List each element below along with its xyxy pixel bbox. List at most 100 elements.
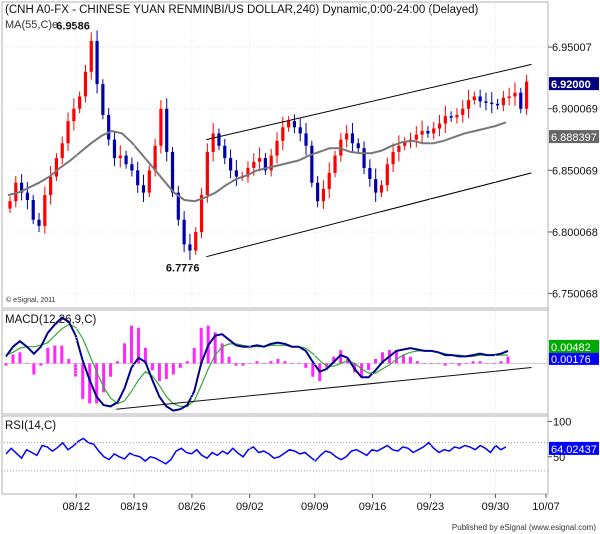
macd-lines [5,316,532,412]
candle-up [257,158,262,162]
candle-up [437,123,442,129]
macd-histogram-bar [248,363,252,364]
candle-up [43,195,47,226]
candle-up [397,145,401,152]
candle-down [170,151,175,193]
price-tick-label: 6.95007 [552,42,592,54]
high-annotation: 6.9586 [56,21,90,33]
ma-line [7,121,507,203]
price-axis: 6.750068 6.800068 6.850069 6.900069 6.95007 [548,42,598,301]
price-tick-label: 6.900069 [552,104,598,116]
candle-down [478,96,482,102]
macd-histogram-bar [450,363,454,364]
macd-histogram-bar [401,354,405,364]
candle-down [20,182,24,193]
macd-histogram-bar [116,361,120,364]
candle-up [78,96,82,109]
macd-histogram-bar [506,356,510,364]
macd-histogram-bar [192,347,196,364]
macd-histogram-bar [429,363,433,364]
candle-up [461,108,465,115]
candle-up [211,133,215,152]
macd-histogram [4,325,548,404]
candle-up [432,128,436,134]
candle-up [524,81,529,109]
low-annotation: 6.7776 [166,263,200,275]
copyright-label: © eSignal, 2011 [6,296,56,304]
macd-histogram-bar [143,347,147,364]
candle-down [356,143,360,149]
candle-up [333,155,337,173]
candle-down [304,133,308,146]
macd-histogram-bar [199,327,203,364]
price-tick-label: 6.750068 [552,289,598,301]
macd-histogram-bar [394,350,398,364]
candle-down [495,103,500,106]
candle-up [391,151,395,165]
macd-histogram-bar [109,363,113,377]
macd-histogram-bar [499,361,503,364]
candle-up [321,188,326,202]
macd-histogram-bar [374,358,378,364]
macd-histogram-bar [53,345,57,364]
candle-down [188,244,192,251]
channel-upper-line [206,63,532,141]
macd-histogram-bar [171,363,175,375]
candle-up [269,155,273,171]
candle-up [403,142,407,146]
macd-histogram-bar [471,361,475,364]
macd-histogram-bar [39,363,43,366]
macd-histogram-bar [297,363,301,364]
macd-title: MACD(12,26,9,C) [5,314,97,326]
macd-histogram-bar [157,363,161,382]
rsi-panel-frame [1,415,549,495]
time-tick-label: 08/19 [120,501,148,513]
candle-down [95,40,99,85]
candle-up [147,170,151,193]
candle-up [118,155,122,159]
price-panel-frame [1,1,549,309]
candle-down [107,114,111,140]
candle-down [223,145,227,159]
candle-up [66,121,70,144]
candle-down [136,170,140,186]
candle-down [141,185,146,193]
candle-up [194,232,198,251]
candle-up [385,164,389,186]
macd-histogram-bar [269,361,273,364]
candle-down [25,192,30,200]
candle-up [153,145,157,171]
macd-histogram-bar [4,363,8,366]
macd-histogram-bar [276,358,280,364]
time-tick-label: 08/26 [178,501,206,513]
macd-histogram-bar [408,356,412,364]
signal-value-tag [549,351,599,365]
time-tick-label: 10/07 [532,501,560,513]
candle-up [14,182,18,202]
candle-down [182,219,186,245]
price-candles [8,30,529,260]
candle-down [449,116,453,118]
macd-histogram-bar [178,363,182,368]
macd-histogram-bar [234,363,238,366]
macd-histogram-bar [381,352,384,364]
candle-down [124,155,128,165]
rsi-tick-label: 100 [553,417,571,429]
channel-lower-line [206,172,532,258]
candle-down [37,219,41,226]
ma-indicator-label: MA(55,C)e [5,19,58,31]
candle-down [130,164,134,171]
rsi-line [5,437,507,465]
macd-line [5,316,509,412]
macd-histogram-bar [67,358,71,364]
time-tick-label: 09/16 [359,501,387,513]
macd-histogram-bar [25,363,29,364]
candle-up [501,97,505,106]
macd-value-label: 0.00482 [551,342,591,354]
candle-up [275,140,279,156]
macd-histogram-bar [136,327,140,364]
macd-histogram-bar [339,350,343,364]
